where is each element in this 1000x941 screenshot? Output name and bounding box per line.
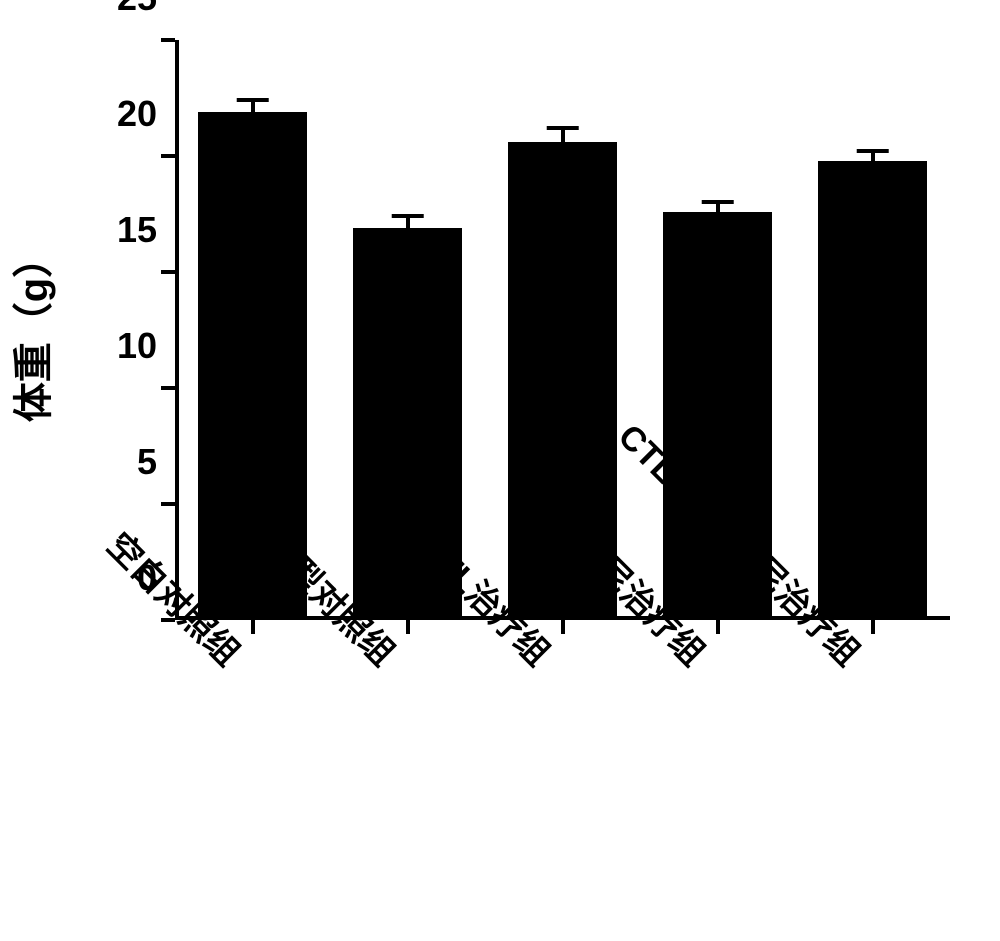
y-tick-label: 10 bbox=[117, 325, 157, 367]
y-tick bbox=[161, 154, 175, 158]
chart-figure: 体重（g） 0 5 10 15 20 25 空白对照组 bbox=[0, 0, 1000, 941]
y-tick-label: 5 bbox=[137, 441, 157, 483]
error-cap bbox=[701, 200, 734, 204]
x-tick bbox=[561, 620, 565, 634]
plot-area: 0 5 10 15 20 25 空白对照组 模型对 bbox=[175, 40, 950, 620]
x-tick bbox=[716, 620, 720, 634]
x-tick-label: 模型对照组 bbox=[373, 640, 528, 795]
bar-slot: CTL+吉非替尼治疗组 bbox=[795, 40, 950, 620]
y-tick bbox=[161, 502, 175, 506]
y-tick-label: 20 bbox=[117, 93, 157, 135]
y-tick bbox=[161, 270, 175, 274]
y-tick-label: 25 bbox=[117, 0, 157, 19]
y-axis-title: 体重（g） bbox=[1, 238, 59, 422]
x-tick-label: 空白对照组 bbox=[218, 640, 373, 795]
bar-slot: 模型对照组 bbox=[330, 40, 485, 620]
y-tick bbox=[161, 386, 175, 390]
x-tick bbox=[251, 620, 255, 634]
error-cap bbox=[856, 149, 889, 153]
error-cap bbox=[391, 214, 424, 218]
x-tick-label: CTL+吉非替尼治疗组 bbox=[838, 640, 1000, 904]
error-bar bbox=[561, 128, 565, 142]
error-cap bbox=[546, 126, 579, 130]
x-tick-label: CTL治疗组 bbox=[528, 640, 682, 794]
error-cap bbox=[236, 98, 269, 102]
x-tick bbox=[871, 620, 875, 634]
bar bbox=[818, 161, 927, 620]
y-tick-label: 15 bbox=[117, 209, 157, 251]
y-tick bbox=[161, 38, 175, 42]
bar-slot: 空白对照组 bbox=[175, 40, 330, 620]
x-tick bbox=[406, 620, 410, 634]
